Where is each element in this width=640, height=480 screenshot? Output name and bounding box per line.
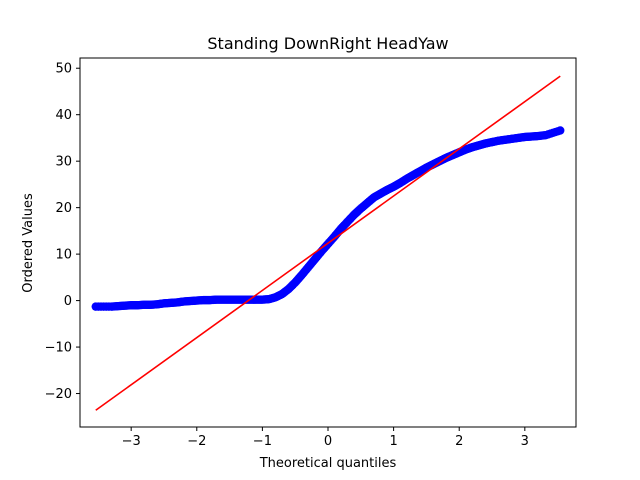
y-tick-label: −10 [45,341,72,356]
y-tick-label: 10 [55,248,72,263]
y-tick-label: 20 [55,201,72,216]
x-axis: −3 −2 −1 0 1 2 3 [122,427,529,449]
x-tick-label: −1 [253,434,272,449]
x-tick-label: 2 [455,434,463,449]
y-tick-label: 0 [64,294,72,309]
x-tick-label: −2 [187,434,206,449]
y-tick-label: 40 [55,108,72,123]
y-tick-label: 50 [55,62,72,77]
plot-area [91,75,565,411]
x-tick-label: −3 [122,434,141,449]
x-axis-label: Theoretical quantiles [259,456,397,471]
x-tick-label: 0 [324,434,332,449]
y-tick-label: 30 [55,155,72,170]
x-tick-label: 3 [521,434,529,449]
y-tick-label: −20 [45,387,72,402]
x-tick-label: 1 [389,434,397,449]
data-point [556,126,565,135]
fit-line [95,75,561,411]
y-axis-label: Ordered Values [21,193,36,293]
y-axis: −20 −10 0 10 20 30 40 50 [45,62,80,402]
chart-title: Standing DownRight HeadYaw [207,34,448,53]
